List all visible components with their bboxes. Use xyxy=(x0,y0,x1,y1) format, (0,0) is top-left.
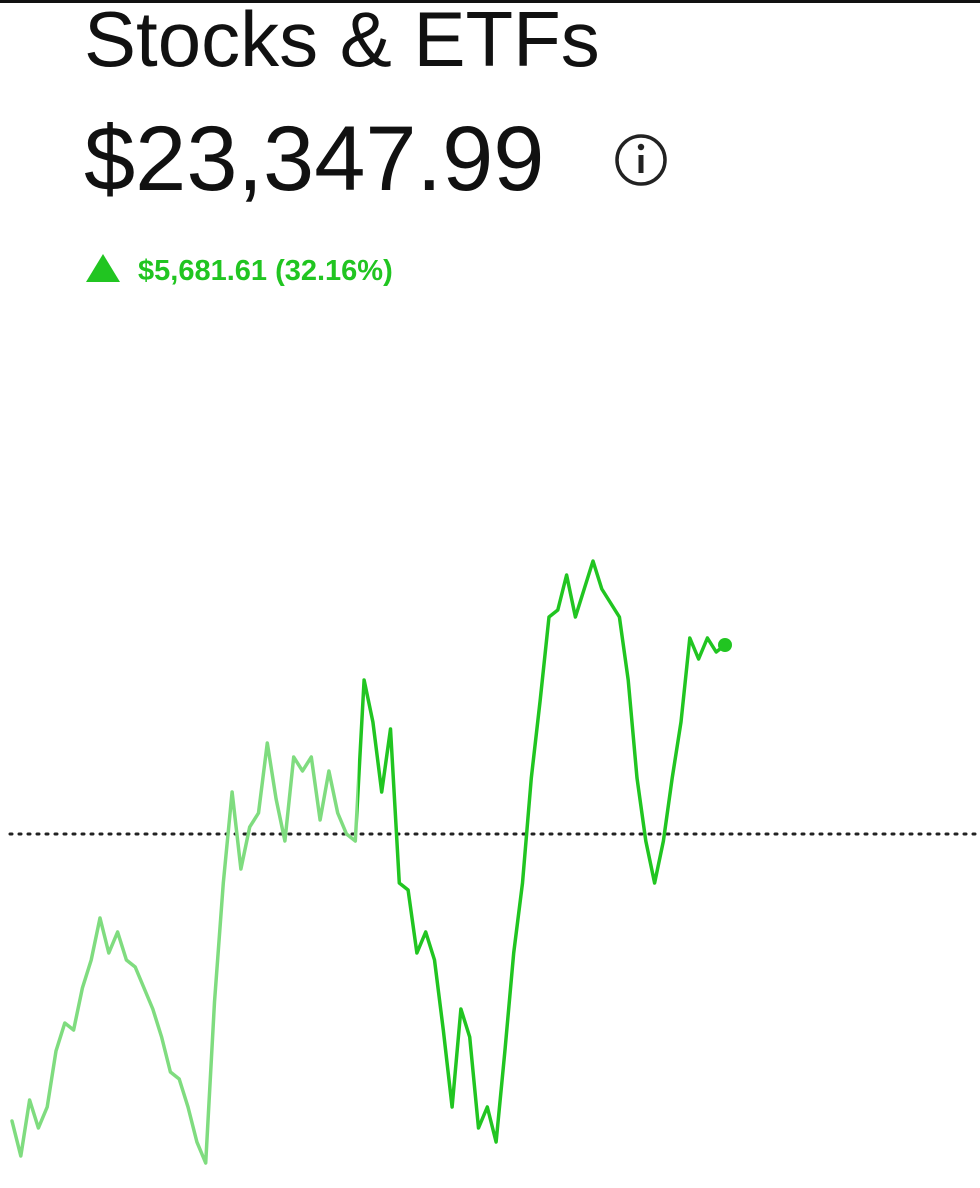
chart xyxy=(8,559,980,1165)
page-title: Stocks & ETFs xyxy=(84,0,600,83)
portfolio-value: $23,347.99 xyxy=(84,108,544,210)
current-point xyxy=(718,638,732,652)
info-icon[interactable] xyxy=(615,134,667,186)
up-arrow xyxy=(86,254,120,282)
top-border xyxy=(0,0,980,3)
price-line xyxy=(10,559,727,1165)
change-value: $5,681.61 (32.16%) xyxy=(138,255,393,287)
